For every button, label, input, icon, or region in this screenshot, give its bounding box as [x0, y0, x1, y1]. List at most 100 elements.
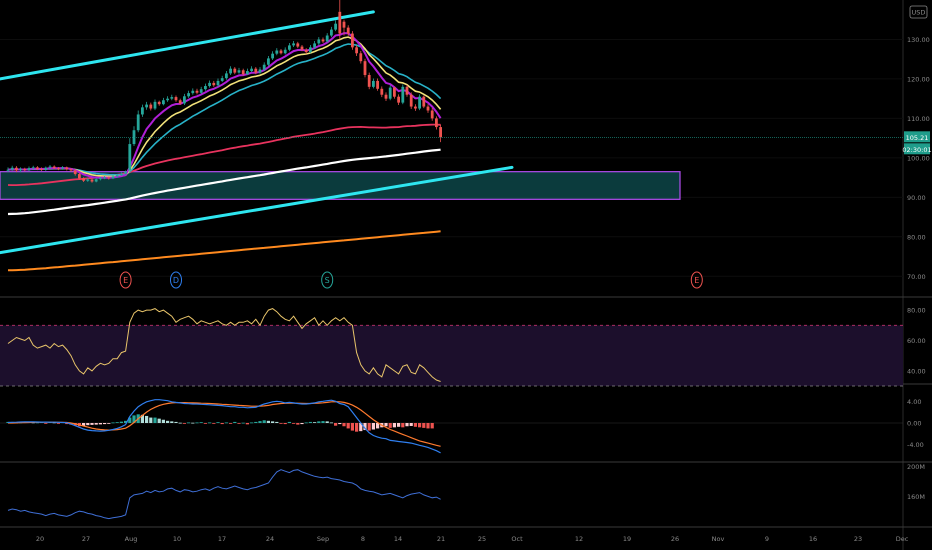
- ema-21-line[interactable]: [7, 36, 442, 178]
- ema-50-line[interactable]: [7, 123, 441, 186]
- candle[interactable]: [384, 92, 388, 102]
- candle[interactable]: [426, 104, 430, 113]
- candle[interactable]: [111, 175, 115, 180]
- candle[interactable]: [103, 176, 106, 180]
- rsi-line[interactable]: [7, 308, 441, 382]
- candle[interactable]: [321, 37, 325, 44]
- volume-pane[interactable]: [7, 469, 441, 520]
- candle[interactable]: [120, 172, 123, 177]
- candle[interactable]: [94, 177, 98, 183]
- candle[interactable]: [225, 71, 228, 80]
- candle[interactable]: [195, 88, 199, 95]
- candle[interactable]: [313, 41, 316, 49]
- candle[interactable]: [317, 37, 321, 45]
- candle[interactable]: [19, 167, 22, 173]
- candle[interactable]: [65, 166, 69, 171]
- candle[interactable]: [153, 99, 157, 111]
- event-marker[interactable]: S: [321, 271, 334, 289]
- candle[interactable]: [422, 95, 426, 109]
- macd-line[interactable]: [7, 399, 441, 454]
- candle[interactable]: [44, 166, 48, 171]
- trend-channel-lower-line[interactable]: [0, 165, 514, 255]
- candle[interactable]: [99, 176, 102, 181]
- candle[interactable]: [309, 44, 312, 54]
- candle[interactable]: [170, 94, 174, 101]
- candle[interactable]: [128, 138, 132, 173]
- candle[interactable]: [300, 44, 304, 52]
- currency-badge[interactable]: USD: [909, 5, 928, 19]
- candle[interactable]: [36, 166, 39, 171]
- candle[interactable]: [216, 78, 220, 87]
- candle[interactable]: [204, 83, 207, 91]
- event-marker[interactable]: E: [690, 271, 703, 289]
- last-price-tag[interactable]: 105.21 02:30:01: [902, 131, 932, 155]
- candle[interactable]: [376, 78, 379, 91]
- candle[interactable]: [107, 176, 111, 180]
- candle[interactable]: [418, 94, 421, 111]
- candle[interactable]: [166, 96, 169, 102]
- candle[interactable]: [31, 165, 35, 170]
- candle[interactable]: [183, 93, 186, 105]
- candle[interactable]: [325, 33, 329, 43]
- candle[interactable]: [233, 67, 237, 75]
- event-marker[interactable]: D: [170, 271, 182, 289]
- candle[interactable]: [115, 174, 119, 178]
- candle[interactable]: [405, 84, 409, 97]
- candle[interactable]: [288, 43, 291, 52]
- candle[interactable]: [78, 172, 81, 180]
- candle[interactable]: [23, 167, 27, 172]
- candle[interactable]: [191, 88, 195, 95]
- candle[interactable]: [136, 110, 140, 133]
- candle[interactable]: [363, 58, 367, 78]
- candle[interactable]: [275, 48, 279, 56]
- candle[interactable]: [355, 44, 358, 57]
- candle[interactable]: [212, 80, 216, 87]
- candle[interactable]: [435, 116, 438, 130]
- candle[interactable]: [351, 31, 354, 50]
- candle[interactable]: [220, 75, 224, 83]
- candle[interactable]: [439, 124, 442, 143]
- event-marker[interactable]: E: [119, 271, 132, 289]
- candle[interactable]: [86, 177, 90, 182]
- volume-average-line[interactable]: [7, 469, 441, 520]
- candle[interactable]: [57, 166, 60, 171]
- candle[interactable]: [388, 85, 392, 101]
- candle[interactable]: [90, 178, 94, 183]
- candle[interactable]: [178, 98, 182, 105]
- candle[interactable]: [73, 169, 77, 176]
- candle[interactable]: [338, 0, 342, 40]
- candle[interactable]: [250, 66, 253, 73]
- candle[interactable]: [258, 67, 262, 74]
- candle[interactable]: [372, 78, 375, 89]
- candle[interactable]: [330, 26, 333, 38]
- sma-200-line[interactable]: [8, 230, 441, 272]
- candle[interactable]: [296, 41, 300, 49]
- candle[interactable]: [124, 170, 127, 175]
- candle[interactable]: [27, 166, 31, 172]
- candle[interactable]: [409, 92, 413, 109]
- candle[interactable]: [162, 97, 165, 106]
- candle[interactable]: [401, 84, 405, 105]
- candle[interactable]: [397, 94, 400, 105]
- candle[interactable]: [414, 104, 417, 111]
- price-axis[interactable]: 130.00 120.00 110.00 100.00 90.00 80.00 70.00 8…: [907, 36, 930, 501]
- candle[interactable]: [208, 80, 211, 88]
- candle[interactable]: [346, 25, 350, 36]
- candle[interactable]: [393, 86, 396, 99]
- candle[interactable]: [254, 67, 258, 75]
- candle[interactable]: [229, 66, 232, 75]
- candle[interactable]: [292, 41, 295, 47]
- candle[interactable]: [342, 19, 346, 36]
- candle[interactable]: [430, 108, 434, 121]
- candle[interactable]: [48, 164, 52, 169]
- time-axis[interactable]: 20 27 Aug 10 17 24 Sep 8 14 21 25 Oct 12 19 26 Nov 9 16 23…: [36, 535, 909, 543]
- candle[interactable]: [359, 50, 363, 64]
- candle[interactable]: [174, 95, 178, 102]
- candle[interactable]: [241, 68, 245, 76]
- candle[interactable]: [157, 100, 161, 106]
- candle[interactable]: [367, 72, 371, 90]
- candle[interactable]: [199, 86, 203, 94]
- rsi-pane[interactable]: [0, 308, 903, 387]
- candle[interactable]: [141, 104, 144, 117]
